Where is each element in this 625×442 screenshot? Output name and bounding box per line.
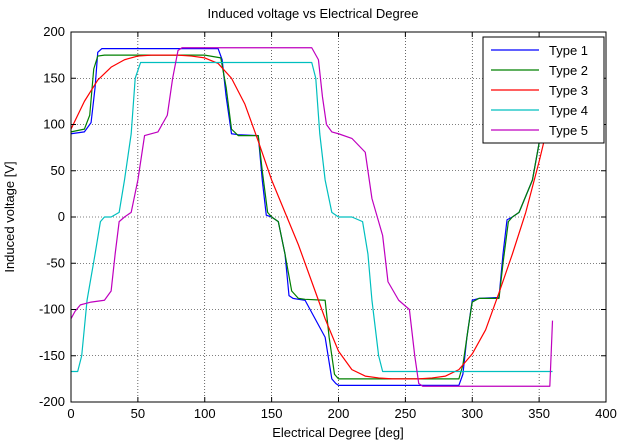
- legend-label: Type 4: [549, 103, 588, 118]
- x-tick-label: 250: [395, 406, 417, 421]
- x-tick-label: 50: [131, 406, 145, 421]
- x-tick-label: 100: [194, 406, 216, 421]
- x-axis-title: Electrical Degree [deg]: [272, 425, 404, 440]
- y-tick-label: -200: [39, 394, 65, 409]
- legend-label: Type 2: [549, 63, 588, 78]
- x-tick-label: 150: [261, 406, 283, 421]
- series-line-4: [71, 61, 553, 373]
- y-tick-label: 100: [43, 117, 65, 132]
- y-tick-label: 150: [43, 70, 65, 85]
- x-tick-label: 300: [461, 406, 483, 421]
- x-tick-label: 400: [595, 406, 617, 421]
- series-line-5: [70, 47, 554, 387]
- series-line-2: [70, 54, 554, 380]
- y-tick-label: 50: [51, 163, 65, 178]
- x-tick-label: 350: [528, 406, 550, 421]
- chart-title: Induced voltage vs Electrical Degree: [207, 6, 418, 21]
- y-tick-label: -50: [46, 255, 65, 270]
- legend: Type 1 Type 2 Type 3 Type 4 Type 5: [482, 36, 605, 144]
- series-layer: [70, 47, 554, 387]
- y-tick-label: 200: [43, 24, 65, 39]
- legend-label: Type 5: [549, 123, 588, 138]
- y-tick-label: -100: [39, 302, 65, 317]
- series-line-3: [70, 54, 554, 380]
- x-tick-label: 0: [67, 406, 74, 421]
- y-axis-title: Induced voltage [V]: [2, 161, 17, 272]
- axis-ticks: 0 50 100 150 200 250 300 350 400 -200 -150 -100 -50 0…: [39, 24, 617, 421]
- legend-label: Type 3: [549, 83, 588, 98]
- y-tick-label: -150: [39, 348, 65, 363]
- series-line-1: [70, 48, 554, 386]
- x-tick-label: 200: [328, 406, 350, 421]
- legend-label: Type 1: [549, 43, 588, 58]
- y-tick-label: 0: [58, 209, 65, 224]
